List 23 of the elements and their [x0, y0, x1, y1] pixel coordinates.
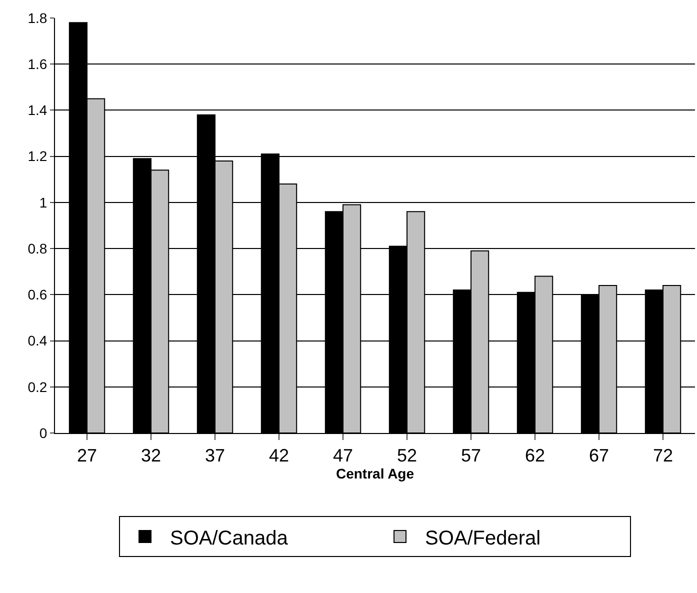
- x-tick-label: 27: [76, 446, 98, 466]
- y-tick-label: 0.2: [28, 378, 48, 395]
- y-tick-label: 1.6: [28, 56, 48, 72]
- x-tick-label: 37: [204, 446, 226, 466]
- y-tick-label: 0: [39, 424, 48, 441]
- y-tick-label: 0.4: [28, 332, 48, 349]
- y-tick-label: 0.8: [28, 240, 48, 256]
- x-tick-label: 52: [396, 446, 418, 466]
- x-tick-label: 32: [140, 446, 162, 466]
- y-tick-label: 1.8: [28, 10, 48, 26]
- x-tick-label: 47: [332, 446, 354, 466]
- y-tick-label: 1.2: [28, 148, 48, 164]
- legend-label: SOA/Federal: [425, 527, 541, 550]
- x-tick-label: 42: [268, 446, 290, 466]
- y-tick-label: 0.6: [28, 286, 48, 303]
- y-tick-label: 1: [39, 194, 48, 210]
- x-tick-label: 67: [588, 446, 610, 466]
- legend-label: SOA/Canada: [170, 527, 289, 550]
- y-tick-label: 1.4: [28, 102, 48, 118]
- x-axis-title: Central Age: [336, 466, 414, 482]
- x-tick-label: 62: [524, 446, 546, 466]
- x-tick-label: 72: [652, 446, 674, 466]
- x-tick-label: 57: [460, 446, 482, 466]
